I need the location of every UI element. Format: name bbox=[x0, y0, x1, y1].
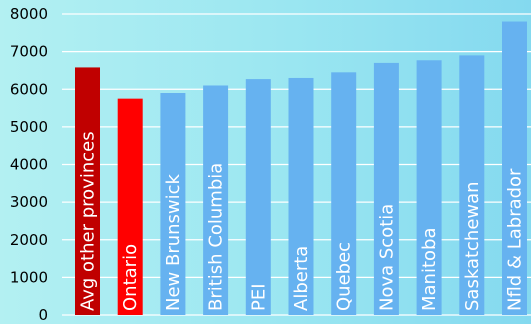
category-label: PEI bbox=[248, 283, 269, 311]
y-tick-label: 6000 bbox=[10, 80, 48, 98]
bar bbox=[373, 62, 399, 315]
category-label: Saskatchewan bbox=[462, 181, 483, 311]
bar bbox=[288, 77, 314, 316]
y-tick-label: 3000 bbox=[10, 193, 48, 211]
bar bbox=[117, 98, 143, 315]
category-label: Quebec bbox=[334, 242, 355, 311]
y-axis-ticks: 0 1000 2000 3000 4000 5000 6000 7000 8000 bbox=[10, 5, 48, 324]
category-label: British Columbia bbox=[206, 163, 227, 311]
category-label: New Brunswick bbox=[163, 173, 184, 311]
category-label: Manitoba bbox=[419, 228, 440, 312]
category-label: Avg other provinces bbox=[78, 131, 99, 311]
bars bbox=[75, 21, 527, 316]
y-tick-label: 7000 bbox=[10, 43, 48, 61]
category-labels: Avg other provinces Ontario New Brunswick B… bbox=[78, 131, 526, 311]
bar bbox=[203, 85, 229, 315]
category-label: Nova Scotia bbox=[376, 204, 397, 311]
bar bbox=[331, 72, 357, 315]
y-tick-label: 5000 bbox=[10, 118, 48, 136]
category-label: Ontario bbox=[120, 244, 141, 311]
bar bbox=[459, 55, 485, 315]
bar bbox=[245, 79, 271, 315]
y-tick-label: 4000 bbox=[10, 156, 48, 174]
bar bbox=[160, 93, 186, 315]
bar bbox=[75, 67, 100, 316]
y-tick-label: 0 bbox=[38, 306, 48, 324]
y-tick-label: 1000 bbox=[10, 268, 48, 286]
y-tick-label: 2000 bbox=[10, 231, 48, 249]
bar bbox=[416, 60, 442, 316]
category-label: Alberta bbox=[291, 246, 312, 311]
y-tick-label: 8000 bbox=[10, 5, 48, 23]
category-label: Nfld & Labrador bbox=[505, 168, 526, 311]
bar bbox=[502, 21, 527, 316]
